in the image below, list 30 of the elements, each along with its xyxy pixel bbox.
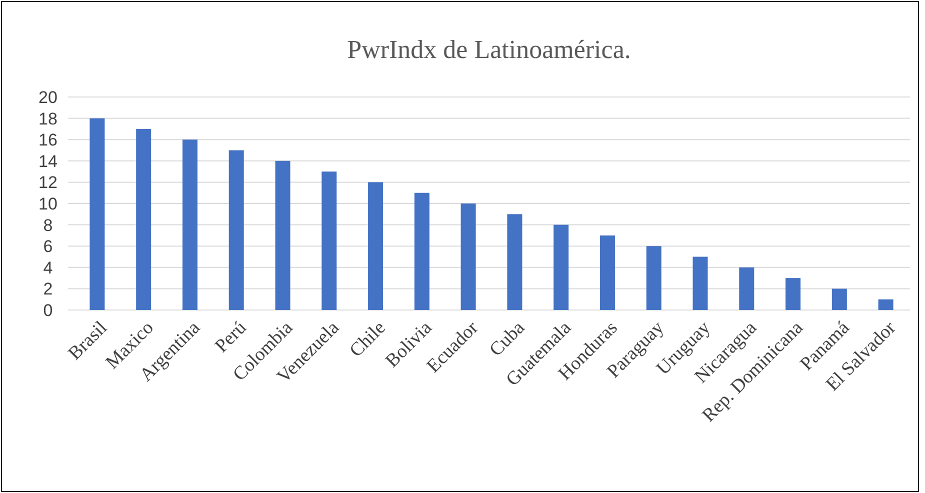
bar bbox=[322, 172, 337, 310]
y-tick-label: 10 bbox=[38, 194, 58, 214]
bar bbox=[739, 267, 754, 310]
y-tick-label: 8 bbox=[43, 216, 53, 235]
bar bbox=[600, 235, 615, 310]
bar bbox=[136, 128, 152, 310]
bar bbox=[275, 160, 290, 310]
bar bbox=[878, 299, 894, 310]
y-tick-label: 6 bbox=[43, 237, 53, 256]
bar bbox=[692, 256, 708, 310]
bar bbox=[182, 140, 198, 310]
y-tick-label: 12 bbox=[38, 173, 58, 192]
y-tick-label: 0 bbox=[43, 300, 53, 320]
bar bbox=[646, 246, 662, 310]
bar bbox=[554, 224, 569, 310]
y-tick-label: 2 bbox=[43, 280, 53, 299]
y-tick-label: 18 bbox=[38, 109, 58, 128]
bar bbox=[832, 288, 847, 310]
y-tick-label: 4 bbox=[43, 258, 53, 278]
chart-title: PwrIndx de Latinoamérica. bbox=[347, 35, 631, 64]
bar bbox=[507, 214, 522, 310]
bar bbox=[786, 278, 801, 310]
y-tick-label: 20 bbox=[38, 88, 58, 107]
bar bbox=[460, 204, 476, 310]
bar bbox=[228, 150, 244, 310]
y-tick-label: 16 bbox=[38, 130, 58, 150]
bar bbox=[90, 118, 105, 310]
bar bbox=[368, 182, 384, 310]
y-tick-label: 14 bbox=[38, 152, 58, 171]
bar bbox=[414, 192, 430, 310]
